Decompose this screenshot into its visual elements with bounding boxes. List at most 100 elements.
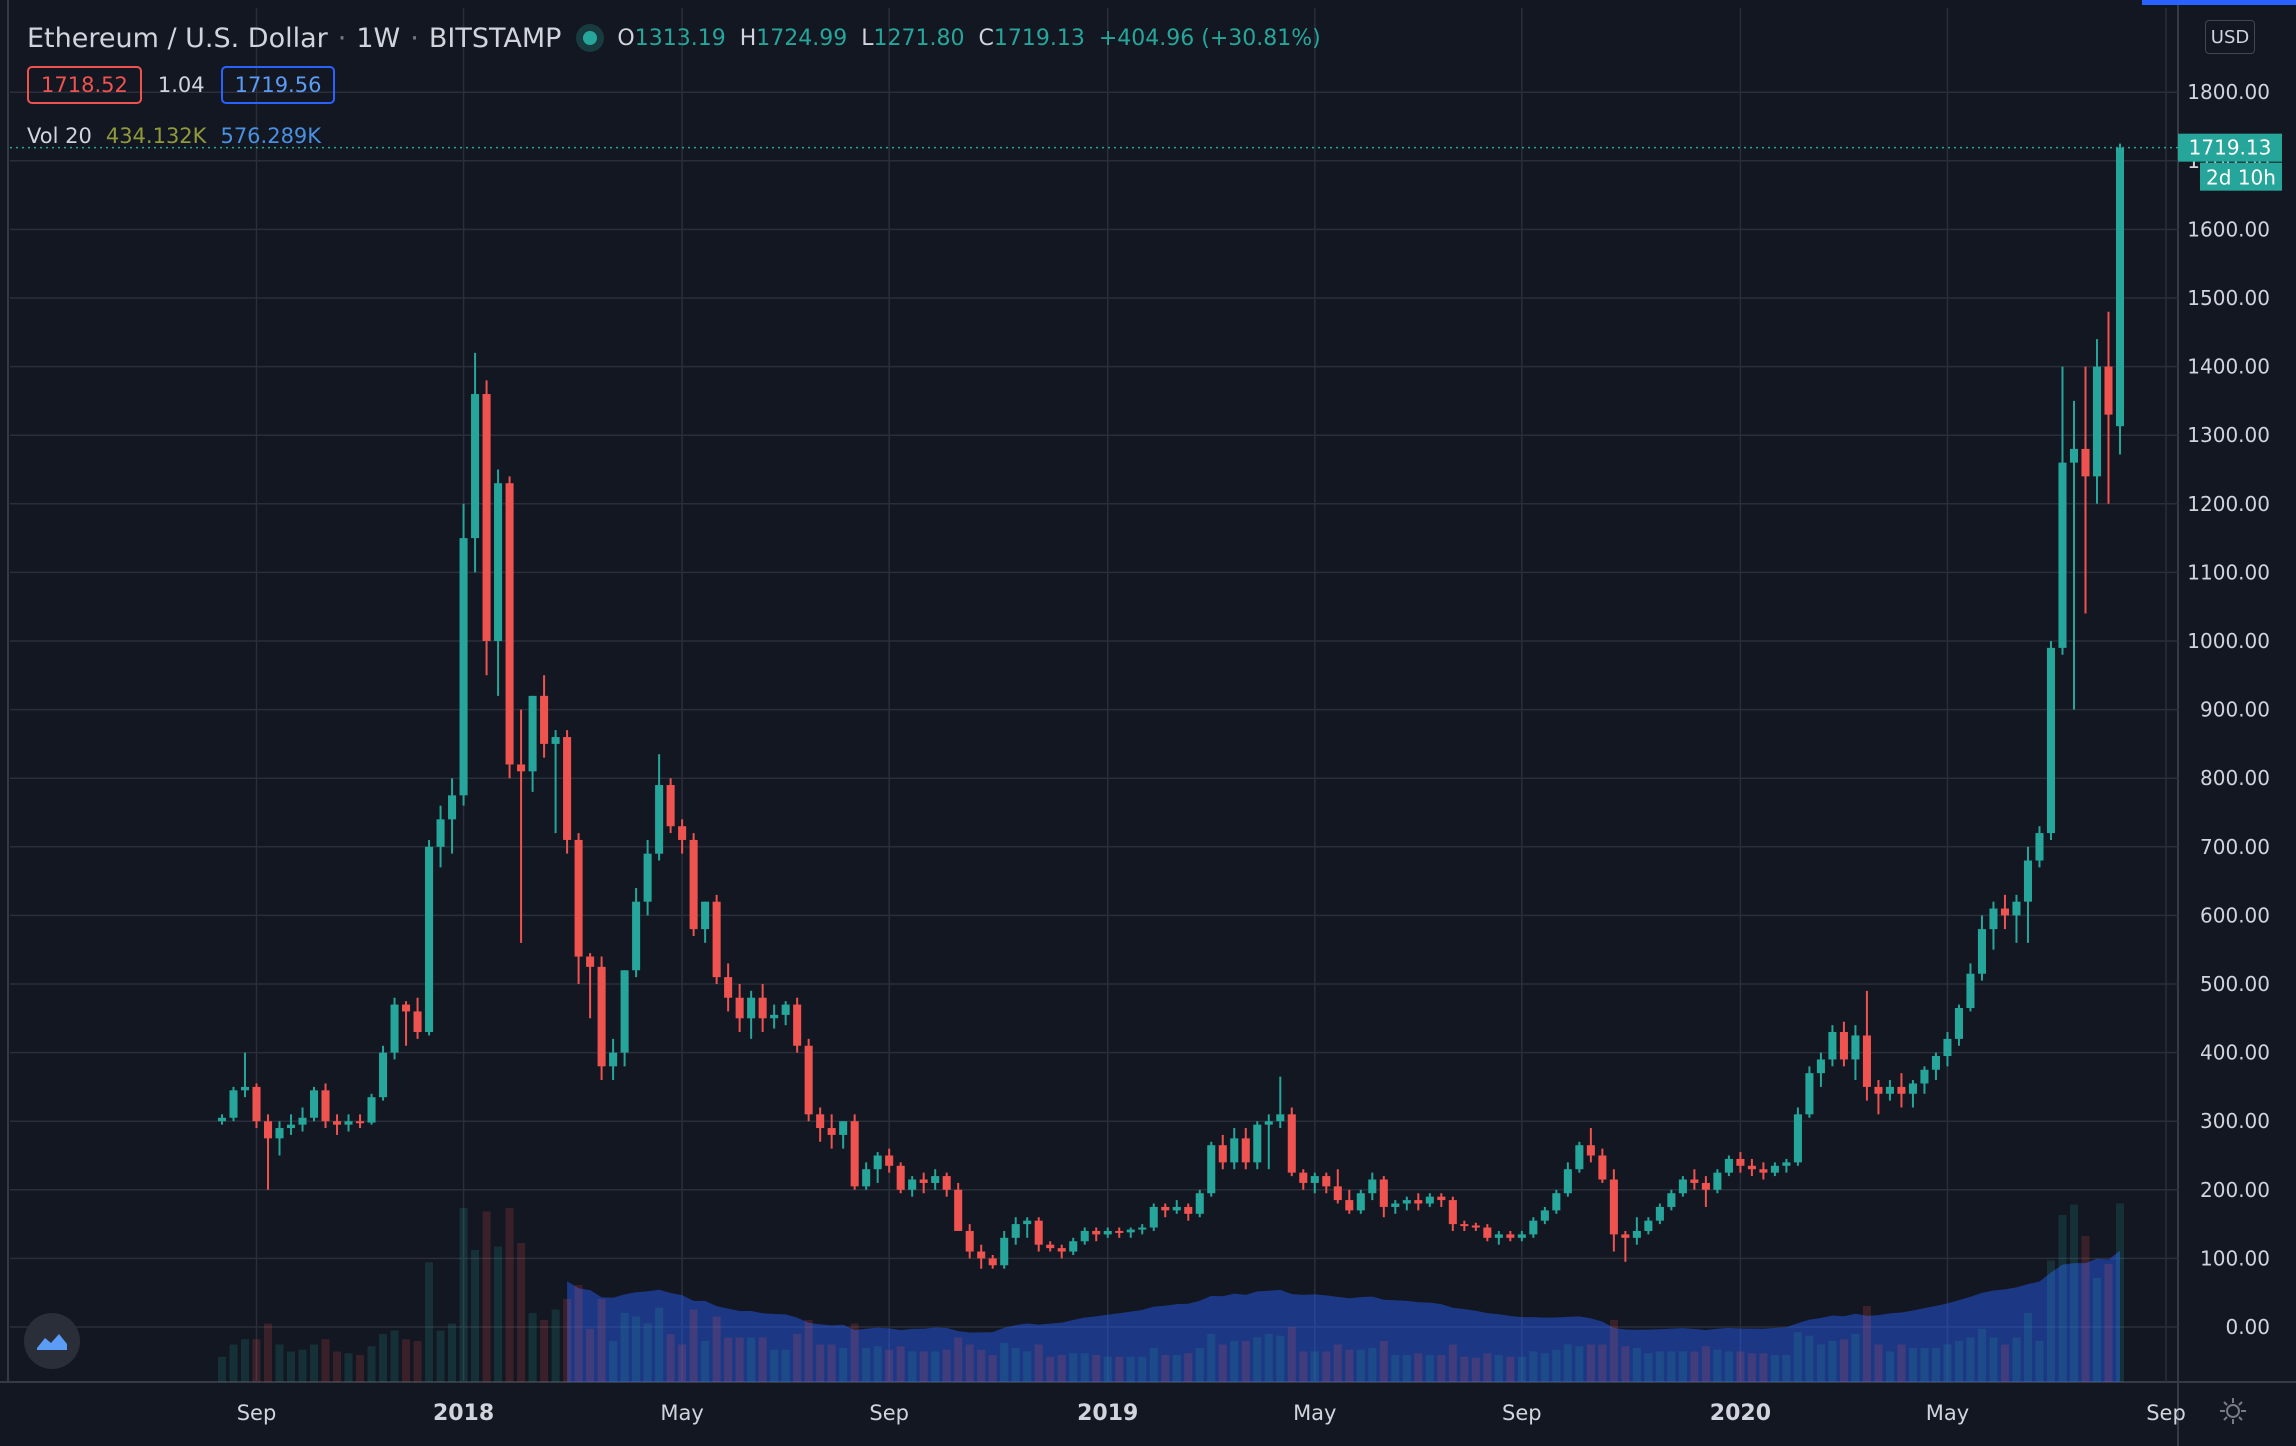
volume-ma-area	[567, 1250, 2121, 1382]
volume-bar	[1713, 1349, 1722, 1382]
buy-price-button[interactable]: 1719.56	[220, 66, 336, 104]
candle-body	[1391, 1203, 1400, 1207]
volume-bar	[1241, 1341, 1250, 1382]
candle-body	[1759, 1169, 1768, 1173]
volume-bar	[275, 1344, 284, 1382]
sell-price-button[interactable]: 1718.52	[27, 66, 142, 104]
candle-body	[965, 1230, 974, 1252]
volume-bar	[712, 1316, 721, 1382]
volume-bar	[1034, 1344, 1043, 1382]
volume-bar	[1264, 1334, 1273, 1382]
candle-body	[252, 1086, 261, 1122]
candle-body	[712, 901, 721, 978]
candle-body	[885, 1155, 894, 1166]
volume-bar	[1747, 1353, 1756, 1382]
volume-bar	[390, 1330, 399, 1382]
currency-button[interactable]: USD	[2205, 20, 2255, 54]
candle-body	[1678, 1179, 1687, 1194]
volume-bar	[310, 1344, 319, 1382]
candle-body	[919, 1179, 928, 1183]
open-value: 1313.19	[634, 25, 726, 51]
candle-body	[850, 1121, 859, 1187]
volume-bar	[367, 1346, 376, 1382]
volume-bar	[873, 1346, 882, 1382]
candle-body	[390, 1004, 399, 1053]
x-tick-label: May	[1293, 1401, 1336, 1425]
candle-body	[471, 394, 480, 539]
volume-bar	[1724, 1351, 1733, 1382]
candle-body	[1655, 1206, 1664, 1221]
candle-body	[298, 1117, 307, 1125]
candle-body	[1241, 1138, 1250, 1163]
candle-body	[425, 846, 434, 1033]
candle-body	[2104, 366, 2113, 415]
volume-bar	[252, 1339, 261, 1382]
candle-body	[1885, 1086, 1894, 1094]
volume-bar	[586, 1328, 595, 1382]
candle-body	[908, 1179, 917, 1190]
volume-bar	[2081, 1236, 2090, 1382]
candle-body	[286, 1124, 296, 1129]
candle-body	[816, 1114, 825, 1129]
candle-body	[1920, 1069, 1929, 1084]
volume-bar	[919, 1351, 928, 1382]
candle-body	[275, 1128, 284, 1139]
volume-bar	[931, 1351, 940, 1382]
volume-bar	[448, 1323, 457, 1382]
volume-bar	[1897, 1344, 1906, 1382]
volume-bar	[1759, 1353, 1768, 1382]
candle-body	[1069, 1241, 1078, 1252]
volume-study-label[interactable]: Vol 20	[27, 124, 92, 148]
tradingview-logo-icon[interactable]	[24, 1313, 80, 1369]
candle-body	[1517, 1234, 1526, 1238]
candle-body	[1080, 1230, 1089, 1242]
candle-body	[2012, 901, 2021, 916]
volume-bar	[1322, 1351, 1331, 1382]
volume-bar	[2116, 1203, 2124, 1382]
candle-body	[1862, 1035, 1871, 1087]
volume-bar	[298, 1349, 307, 1382]
volume-bar	[1195, 1348, 1204, 1382]
volume-bar	[2012, 1337, 2021, 1382]
candle-body	[1184, 1206, 1193, 1214]
volume-bar	[1782, 1355, 1791, 1382]
volume-bar	[1667, 1351, 1676, 1382]
candle-body	[839, 1121, 848, 1135]
candle-body	[229, 1090, 238, 1118]
candle-body	[1011, 1224, 1020, 1238]
volume-bar	[333, 1351, 342, 1382]
candle-body	[1379, 1179, 1388, 1207]
candle-body	[1230, 1138, 1239, 1163]
y-tick-label: 300.00	[2200, 1109, 2270, 1133]
volume-bar	[701, 1341, 710, 1382]
volume-bar	[816, 1344, 825, 1382]
symbol-title[interactable]: Ethereum / U.S. Dollar	[27, 22, 328, 54]
volume-bar	[1402, 1355, 1411, 1382]
candle-body	[666, 785, 675, 827]
candle-body	[1897, 1086, 1906, 1094]
volume-legend: Vol 20 434.132K 576.289K	[27, 124, 321, 148]
volume-bar	[942, 1349, 951, 1382]
candle-body	[1448, 1200, 1457, 1225]
y-tick-label: 900.00	[2200, 698, 2270, 722]
x-tick-label: 2018	[433, 1401, 494, 1426]
market-status-icon	[583, 31, 598, 45]
volume-bar	[1161, 1355, 1170, 1382]
interval-label[interactable]: 1W	[356, 22, 401, 54]
volume-bar	[1575, 1346, 1584, 1382]
volume-bar	[241, 1339, 250, 1382]
volume-bar	[1851, 1334, 1860, 1382]
volume-bar	[1115, 1356, 1124, 1382]
volume-bar	[1862, 1306, 1871, 1382]
candle-body	[2000, 908, 2009, 916]
volume-bar	[1494, 1355, 1503, 1382]
candle-body	[1483, 1227, 1492, 1238]
settings-gear-icon[interactable]	[2218, 1396, 2248, 1426]
volume-bar	[1299, 1351, 1308, 1382]
volume-bar	[1517, 1356, 1526, 1382]
candle-body	[1954, 1008, 1963, 1039]
volume-bar	[1621, 1346, 1630, 1382]
volume-bar	[1506, 1356, 1515, 1382]
y-tick-label: 100.00	[2200, 1246, 2270, 1270]
